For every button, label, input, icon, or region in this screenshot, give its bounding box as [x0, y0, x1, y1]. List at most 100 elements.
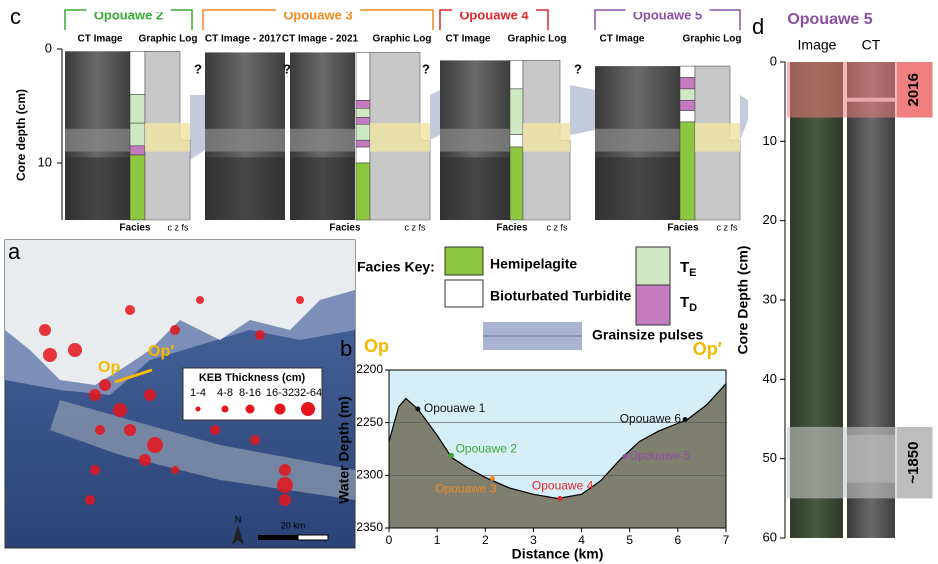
facies-segment [510, 135, 523, 148]
column-header: CT Image - 2021 [282, 34, 359, 45]
column-header: CT [862, 37, 881, 53]
y-tick-label: 2350 [356, 520, 383, 534]
key-main: T [680, 259, 689, 276]
turbidite-band [65, 129, 130, 152]
keb-site [113, 403, 127, 417]
log-pulse [145, 123, 190, 152]
keb-site [43, 348, 57, 362]
grain-label: c z fs [716, 222, 738, 232]
grain-label: c z fs [167, 222, 189, 232]
site-label: Opouawe 2 [456, 441, 518, 455]
column-header: CT Image [77, 34, 122, 45]
key-sub: E [689, 267, 696, 279]
log-pulse [523, 123, 570, 152]
key-swatch [445, 247, 483, 275]
column-header: CT Image - 2017 [205, 34, 282, 45]
facies-segment [130, 155, 145, 220]
facies-segment [356, 117, 370, 124]
header-mask [276, 8, 360, 12]
header-mask [87, 8, 171, 12]
keb-site [68, 343, 82, 357]
keb-site [95, 425, 105, 435]
keb-site [170, 325, 180, 335]
site-point [490, 476, 495, 481]
key-title: Facies Key: [357, 259, 435, 275]
y-axis-label: Core depth (cm) [14, 89, 28, 181]
facies-segment [356, 163, 370, 220]
keb-site [279, 464, 291, 476]
legend-title: KEB Thickness (cm) [199, 372, 306, 384]
key-swatch [636, 285, 670, 325]
legend-label: 32-64 [294, 387, 322, 399]
facies-segment [680, 78, 695, 89]
legend-label: 8-16 [239, 387, 261, 399]
legend-symbol [222, 406, 229, 413]
keb-site [39, 324, 51, 336]
x-tick-label: 7 [723, 533, 730, 547]
facies-segment [356, 147, 370, 163]
keb-site [85, 495, 95, 505]
y-tick-label: 0 [770, 53, 777, 68]
key-swatch [445, 280, 483, 307]
key-label: TE [680, 259, 697, 279]
x-axis-label: Distance (km) [512, 546, 604, 562]
facies-segment [510, 60, 523, 89]
y-axis-label: Core Depth (cm) [735, 246, 751, 355]
y-tick-label: 50 [763, 450, 777, 465]
lower-mud [205, 157, 285, 220]
core-title: Opouawe 5 [787, 11, 872, 28]
question-mark: ? [194, 61, 202, 76]
keb-site [210, 425, 220, 435]
y-tick-label: 0 [45, 40, 52, 55]
key-label: Grainsize pulses [592, 327, 703, 343]
facies-segment [130, 146, 145, 155]
y-tick-label: 40 [763, 371, 777, 386]
keb-site [99, 379, 111, 391]
site-point [557, 496, 562, 501]
panel-label: c [10, 4, 21, 29]
facies-segment [680, 122, 695, 220]
facies-segment [130, 123, 145, 146]
keb-site [89, 389, 101, 401]
facies-label: Facies [667, 223, 699, 234]
turbidite-band [595, 129, 680, 152]
column-header: Graphic Log [683, 34, 742, 45]
facies-segment [356, 52, 370, 100]
keb-site [125, 305, 135, 315]
key-label: Bioturbated Turbidite [490, 288, 631, 304]
y-tick-label: 30 [763, 291, 777, 306]
facies-segment [356, 140, 370, 147]
x-tick-label: 2 [482, 533, 489, 547]
column-header: CT Image [599, 34, 644, 45]
facies-segment [680, 89, 695, 100]
x-tick-label: 6 [675, 533, 682, 547]
key-label: Hemipelagite [490, 256, 577, 272]
facies-segment [356, 108, 370, 117]
panel-label: d [752, 14, 764, 39]
date-label: 2016 [905, 73, 922, 106]
lower-mud [595, 157, 680, 220]
figure: cCore depth (cm)010Opouawe 2CT ImageGrap… [0, 0, 938, 564]
date-label: ~1850 [905, 442, 922, 484]
lower-mud [65, 157, 130, 220]
legend-label: 4-8 [217, 387, 233, 399]
facies-segment [356, 124, 370, 140]
question-mark: ? [283, 61, 291, 76]
keb-site [277, 477, 293, 493]
facies-segment [680, 100, 695, 110]
panel-label: a [8, 239, 21, 264]
keb-site [250, 435, 260, 445]
facies-segment [680, 111, 695, 122]
y-tick-label: 10 [763, 133, 777, 148]
pulse-link [190, 95, 205, 160]
legend-label: 1-4 [190, 387, 206, 399]
legend-symbol [246, 405, 255, 414]
y-tick-label: 10 [38, 154, 52, 169]
x-tick-label: 1 [434, 533, 441, 547]
site-label: Opouawe 1 [424, 401, 486, 415]
legend-symbol [275, 404, 286, 415]
site-label: Opouawe 5 [629, 449, 691, 463]
y-tick-label: 2200 [356, 362, 383, 376]
keb-site [255, 330, 265, 340]
legend-symbol [301, 402, 315, 416]
